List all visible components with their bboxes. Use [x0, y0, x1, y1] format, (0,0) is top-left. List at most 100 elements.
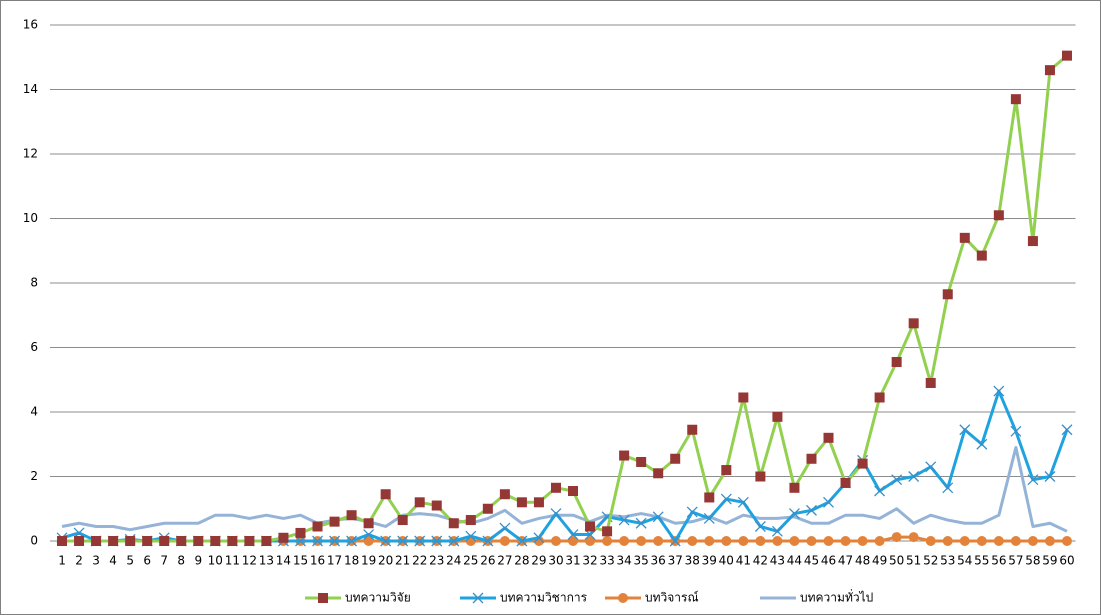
data-point [687, 536, 697, 546]
data-point [210, 536, 220, 546]
data-point [1011, 94, 1021, 104]
data-point [313, 521, 323, 531]
x-tick-label: 54 [957, 554, 972, 568]
data-point [994, 536, 1004, 546]
data-point [1062, 51, 1072, 61]
data-point [551, 536, 561, 546]
data-point [977, 536, 987, 546]
legend-label: บทความวิชาการ [500, 591, 588, 605]
x-tick-label: 25 [463, 554, 478, 568]
data-point [551, 483, 561, 493]
data-point [74, 536, 84, 546]
x-tick-label: 39 [702, 554, 717, 568]
data-point [500, 489, 510, 499]
x-tick-label: 49 [872, 554, 887, 568]
x-tick-label: 8 [177, 554, 185, 568]
x-tick-label: 24 [446, 554, 461, 568]
data-point [1028, 236, 1038, 246]
data-point [91, 536, 101, 546]
data-point [721, 536, 731, 546]
data-point [892, 532, 902, 542]
data-point [1045, 65, 1055, 75]
data-point [704, 536, 714, 546]
data-point [466, 515, 476, 525]
data-point [295, 528, 305, 538]
data-point [602, 526, 612, 536]
x-tick-label: 13 [259, 554, 274, 568]
x-tick-label: 37 [668, 554, 683, 568]
data-point [108, 536, 118, 546]
data-point [977, 251, 987, 261]
y-tick-label: 14 [23, 82, 38, 96]
data-point [653, 468, 663, 478]
x-tick-label: 17 [327, 554, 342, 568]
data-point [909, 318, 919, 328]
x-tick-label: 50 [889, 554, 904, 568]
x-tick-label: 26 [480, 554, 495, 568]
chart: 0246810121416123456789101112131415161718… [0, 0, 1101, 615]
x-tick-label: 31 [565, 554, 580, 568]
x-tick-label: 11 [225, 554, 240, 568]
data-point [841, 536, 851, 546]
data-point [449, 518, 459, 528]
x-tick-label: 44 [787, 554, 802, 568]
data-point [57, 536, 67, 546]
data-point [1028, 536, 1038, 546]
x-tick-label: 6 [143, 554, 151, 568]
x-tick-label: 28 [514, 554, 529, 568]
x-tick-label: 46 [821, 554, 836, 568]
x-tick-label: 16 [310, 554, 325, 568]
data-point [909, 532, 919, 542]
x-tick-label: 56 [991, 554, 1006, 568]
data-point [994, 210, 1004, 220]
data-point [176, 536, 186, 546]
x-tick-label: 20 [378, 554, 393, 568]
data-point [1011, 536, 1021, 546]
x-tick-label: 58 [1025, 554, 1040, 568]
data-point [670, 454, 680, 464]
x-tick-label: 23 [429, 554, 444, 568]
data-point [892, 357, 902, 367]
x-tick-label: 1 [58, 554, 66, 568]
data-point [568, 486, 578, 496]
data-point [619, 451, 629, 461]
data-point [415, 497, 425, 507]
x-tick-label: 18 [344, 554, 359, 568]
y-tick-label: 2 [30, 469, 38, 483]
data-point [926, 378, 936, 388]
x-tick-label: 27 [497, 554, 512, 568]
y-tick-label: 0 [30, 534, 38, 548]
x-tick-label: 38 [685, 554, 700, 568]
data-point [858, 536, 868, 546]
data-point [193, 536, 203, 546]
x-tick-label: 42 [753, 554, 768, 568]
data-point [755, 472, 765, 482]
y-tick-label: 10 [23, 211, 38, 225]
data-point [824, 536, 834, 546]
data-point [738, 536, 748, 546]
x-tick-label: 21 [395, 554, 410, 568]
x-tick-label: 2 [75, 554, 83, 568]
y-tick-label: 12 [23, 147, 38, 161]
x-tick-label: 19 [361, 554, 376, 568]
data-point [789, 536, 799, 546]
data-point [875, 392, 885, 402]
x-tick-label: 34 [616, 554, 631, 568]
data-point [806, 536, 816, 546]
data-point [755, 536, 765, 546]
data-point [227, 536, 237, 546]
data-point [483, 504, 493, 514]
x-tick-label: 3 [92, 554, 100, 568]
data-point [738, 392, 748, 402]
data-point [1045, 536, 1055, 546]
data-point [398, 515, 408, 525]
data-point [517, 497, 527, 507]
data-point [500, 536, 510, 546]
x-tick-label: 15 [293, 554, 308, 568]
data-point [261, 536, 271, 546]
x-tick-label: 36 [651, 554, 666, 568]
x-tick-label: 41 [736, 554, 751, 568]
x-tick-label: 60 [1059, 554, 1074, 568]
data-point [824, 433, 834, 443]
data-point [330, 517, 340, 527]
